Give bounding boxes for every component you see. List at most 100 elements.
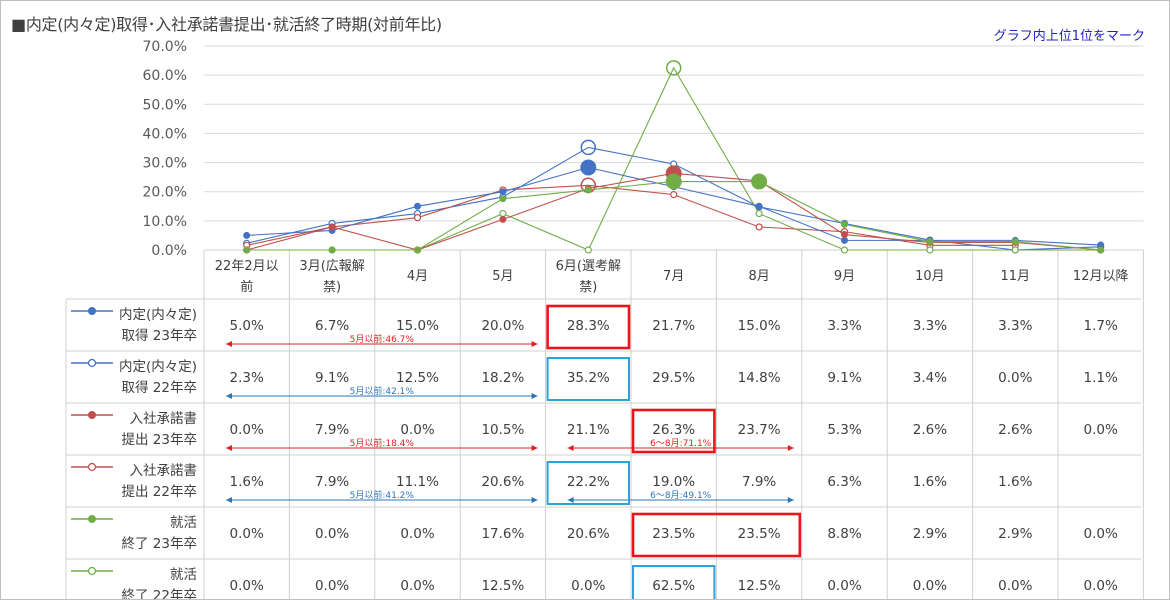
data-table-cell: 2.9% [913,526,947,542]
annotation-arrowhead [226,497,232,503]
data-table-cell: 0.0% [1084,578,1118,594]
data-table-cell: 0.0% [827,578,861,594]
data-point [243,246,251,254]
top-value-highlight [631,408,716,454]
data-table-cell: 10.5% [481,422,524,438]
data-point [584,246,592,254]
legend-label: 内定(内々定) [119,359,197,375]
data-table-cell: 0.0% [230,578,264,594]
data-table-cell: 0.0% [230,526,264,542]
data-table-cell: 1.6% [913,474,947,490]
data-table-cell: 35.2% [567,370,610,386]
data-point [840,246,849,254]
legend-marker [87,462,97,472]
y-tick-label: 60.0% [143,68,187,84]
annotation-arrowhead [226,445,232,451]
data-point [665,60,682,76]
annotation-label: 6～8月:49.1% [650,490,712,501]
y-tick-label: 30.0% [143,156,187,172]
data-table-cell: 20.6% [481,474,524,490]
data-point [414,246,421,254]
data-point [1097,241,1105,249]
top-value-highlight [631,512,802,558]
category-label: 11月 [1001,269,1031,284]
data-table-cell: 8.8% [827,526,861,542]
data-point [751,173,768,190]
legend-marker [88,411,96,419]
data-point [328,246,336,254]
top-value-highlight [546,304,631,350]
data-table-cell: 0.0% [913,578,947,594]
data-table-cell: 15.0% [738,318,781,334]
legend-marker [88,515,96,523]
data-point [1011,246,1019,254]
data-point [414,202,421,210]
data-table-cell: 0.0% [400,422,434,438]
data-point [499,209,507,218]
legend-label: 就活 [170,515,197,531]
data-table-cell: 26.3% [652,422,695,438]
data-table-cell: 29.5% [652,370,695,386]
data-table-cell: 28.3% [567,318,610,334]
legend-label: 終了 22年卒 [122,588,197,600]
top-value-highlight [632,565,716,599]
legend-marker [88,307,96,315]
category-label: 前 [240,279,253,295]
y-tick-label: 20.0% [143,185,187,201]
data-table-cell: 2.3% [230,370,264,386]
legend-label: 入社承諾書 [130,411,198,427]
data-table-cell: 15.0% [396,318,439,334]
data-table-cell: 23.7% [738,422,781,438]
data-point [584,186,592,194]
data-table-cell: 11.1% [396,474,439,490]
data-point [926,246,934,254]
legend-label: 取得 22年卒 [122,379,197,396]
data-table-cell: 1.6% [998,474,1032,490]
legend-marker [87,358,97,368]
annotation-label: 5月以前:18.4% [350,437,415,449]
data-point [841,231,848,239]
data-point [580,139,597,156]
legend-label: 提出 22年卒 [122,484,197,500]
data-point [755,209,763,218]
annotation-arrowhead [531,445,538,451]
data-table-cell: 2.9% [998,526,1032,542]
data-table-cell: 17.6% [481,526,524,542]
data-table-cell: 0.0% [1084,422,1118,438]
data-table-cell: 3.3% [998,318,1032,334]
data-table-cell: 14.8% [738,370,781,386]
data-table-cell: 20.0% [481,318,524,334]
category-label: 3月(広報解 [299,259,364,274]
data-point [243,231,251,239]
data-table-cell: 0.0% [315,526,349,542]
data-table-cell: 1.1% [1084,370,1118,386]
data-table-cell: 0.0% [400,526,434,542]
annotation-arrowhead [531,393,538,399]
chart-note: グラフ内上位1位をマーク [993,29,1145,44]
data-point [413,214,422,222]
data-table-cell: 12.5% [738,578,781,594]
category-label: 6月(選考解 [556,259,621,274]
data-table-cell: 3.3% [913,318,947,334]
legend-label: 入社承諾書 [130,463,198,479]
data-table-cell: 0.0% [230,422,264,438]
data-table-cell: 3.3% [827,318,861,334]
data-point [841,236,848,244]
category-label: 12月以降 [1073,269,1129,284]
category-label: 22年2月以 [215,259,279,274]
legend-label: 就活 [170,567,197,583]
chart-title: ■内定(内々定)取得･入社承諾書提出･就活終了時期(対前年比) [11,15,442,34]
top-value-highlight [546,461,630,505]
data-table-cell: 1.6% [230,474,264,490]
data-point [1097,246,1105,254]
annotation-label: 5月以前:41.2% [350,489,415,501]
y-tick-label: 50.0% [143,97,187,113]
category-label: 9月 [834,269,855,284]
annotation-arrowhead [226,341,232,347]
legend-label: 提出 23年卒 [122,432,197,448]
data-point [841,220,848,228]
annotation-label: 5月以前:46.7% [350,333,415,345]
series-line [246,184,1016,246]
data-table-cell: 20.6% [567,526,610,542]
